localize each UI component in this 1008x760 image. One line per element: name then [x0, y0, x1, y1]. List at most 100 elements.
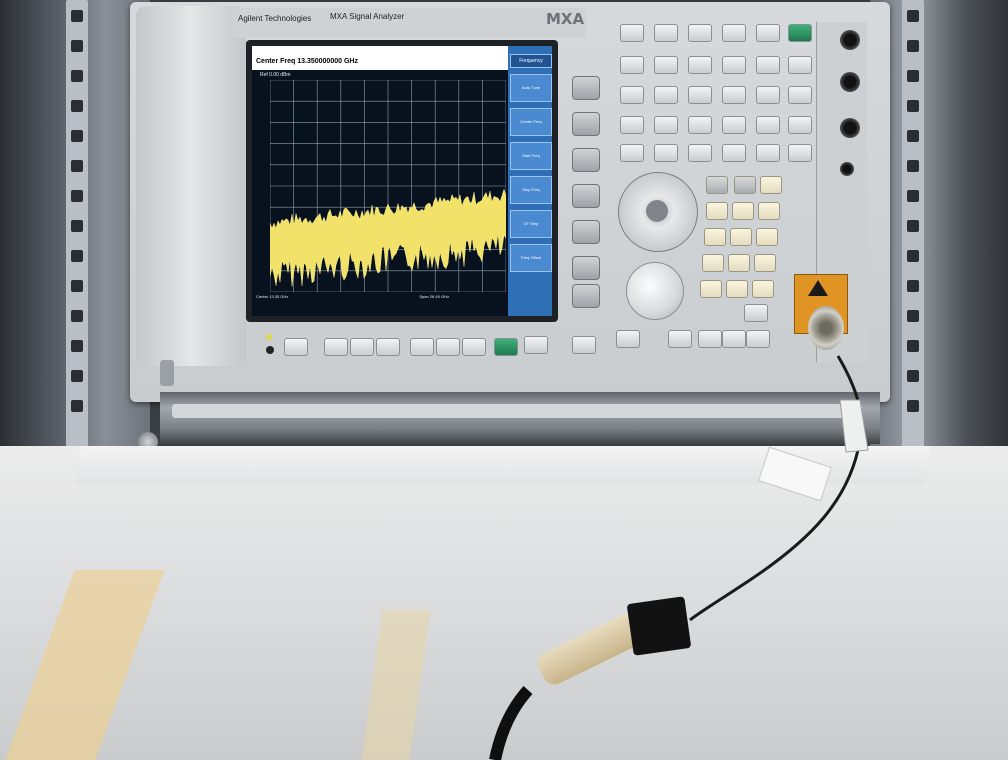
- rack-frame-right: [870, 0, 1008, 470]
- hardkey-14[interactable]: [688, 86, 712, 104]
- usb-port[interactable]: [160, 360, 174, 386]
- lower-key-3[interactable]: [698, 330, 722, 348]
- port-jack-1[interactable]: [840, 30, 860, 50]
- hardkey-green[interactable]: [788, 24, 812, 42]
- rf-input-connector[interactable]: [808, 306, 844, 350]
- side-softkey-1[interactable]: [572, 76, 600, 100]
- bottom-key-2[interactable]: [324, 338, 348, 356]
- hardkey-16[interactable]: [756, 86, 780, 104]
- analyzer-display: Center Freq 13.350000000 GHz Ref 0.00 dB…: [252, 46, 552, 316]
- side-softkey-6[interactable]: [572, 256, 600, 280]
- port-jack-2[interactable]: [840, 72, 860, 92]
- hardkey-19[interactable]: [654, 116, 678, 134]
- softkey-menu: Frequency Auto Tune Center Freq Start Fr…: [508, 46, 552, 316]
- keypad-minus[interactable]: [752, 280, 774, 298]
- display-header: Center Freq 13.350000000 GHz: [252, 46, 552, 70]
- green-key[interactable]: [494, 338, 518, 356]
- port-jack-3[interactable]: [840, 118, 860, 138]
- hardkey-1[interactable]: [620, 24, 644, 42]
- bottom-key-9[interactable]: [572, 336, 596, 354]
- lower-key-5[interactable]: [746, 330, 770, 348]
- hardkey-13[interactable]: [654, 86, 678, 104]
- lower-key-1[interactable]: [616, 330, 640, 348]
- hardkey-25[interactable]: [654, 144, 678, 162]
- standby-button[interactable]: [266, 346, 274, 354]
- keypad-3[interactable]: [754, 254, 776, 272]
- side-softkey-3[interactable]: [572, 148, 600, 172]
- side-softkey-5[interactable]: [572, 220, 600, 244]
- hardkey-10[interactable]: [756, 56, 780, 74]
- hardkey-27[interactable]: [722, 144, 746, 162]
- hardkey-15[interactable]: [722, 86, 746, 104]
- power-led: [266, 334, 272, 340]
- hardkey-12[interactable]: [620, 86, 644, 104]
- keypad-4[interactable]: [704, 228, 726, 246]
- mxa-logo: MXA: [546, 10, 585, 28]
- menu-title: Frequency: [510, 54, 552, 68]
- softkey-auto-tune[interactable]: Auto Tune: [510, 74, 552, 102]
- lower-key-4[interactable]: [722, 330, 746, 348]
- softkey-center-freq[interactable]: Center Freq: [510, 108, 552, 136]
- hardkey-2[interactable]: [654, 24, 678, 42]
- hardkey-5[interactable]: [756, 24, 780, 42]
- headphone-jack[interactable]: [840, 162, 854, 176]
- side-softkey-2[interactable]: [572, 112, 600, 136]
- sensor-module: [626, 596, 692, 656]
- center-freq-banner: Center Freq 13.350000000 GHz: [256, 58, 358, 65]
- hardkey-3[interactable]: [688, 24, 712, 42]
- side-softkey-7[interactable]: [572, 284, 600, 308]
- brand-strip: [232, 8, 586, 38]
- select-button[interactable]: [646, 200, 668, 222]
- bottom-key-7[interactable]: [462, 338, 486, 356]
- enter-key[interactable]: [744, 304, 768, 322]
- spectrum-plot: [270, 80, 506, 292]
- side-softkey-4[interactable]: [572, 184, 600, 208]
- keypad-8[interactable]: [732, 202, 754, 220]
- bottom-key-5[interactable]: [410, 338, 434, 356]
- keypad-9[interactable]: [758, 202, 780, 220]
- hardkey-17[interactable]: [788, 86, 812, 104]
- hardkey-21[interactable]: [722, 116, 746, 134]
- footer-center: Center 13.35 GHz: [256, 294, 289, 299]
- rotary-knob[interactable]: [626, 262, 684, 320]
- bottom-key-1[interactable]: [284, 338, 308, 356]
- hardkey-11[interactable]: [788, 56, 812, 74]
- hardkey-26[interactable]: [688, 144, 712, 162]
- hardkey-20[interactable]: [688, 116, 712, 134]
- hardkey-18[interactable]: [620, 116, 644, 134]
- bottom-key-3[interactable]: [350, 338, 374, 356]
- softkey-start-freq[interactable]: Start Freq: [510, 142, 552, 170]
- hardkey-8[interactable]: [688, 56, 712, 74]
- keypad-0[interactable]: [700, 280, 722, 298]
- keypad-5[interactable]: [730, 228, 752, 246]
- hardkey-9[interactable]: [722, 56, 746, 74]
- keypad-6[interactable]: [756, 228, 778, 246]
- keypad-top-3[interactable]: [760, 176, 782, 194]
- keypad-7[interactable]: [706, 202, 728, 220]
- bottom-key-4[interactable]: [376, 338, 400, 356]
- softkey-cf-step[interactable]: CF Step: [510, 210, 552, 238]
- hardkey-6[interactable]: [620, 56, 644, 74]
- front-handle: [136, 6, 246, 366]
- hardkey-29[interactable]: [788, 144, 812, 162]
- keypad-1[interactable]: [702, 254, 724, 272]
- keypad-2[interactable]: [728, 254, 750, 272]
- softkey-freq-offset[interactable]: Freq Offset: [510, 244, 552, 272]
- warning-triangle-icon: [808, 280, 828, 296]
- hardkey-4[interactable]: [722, 24, 746, 42]
- bottom-key-6[interactable]: [436, 338, 460, 356]
- hardkey-23[interactable]: [788, 116, 812, 134]
- brand-name: Agilent Technologies: [238, 14, 312, 23]
- hardkey-7[interactable]: [654, 56, 678, 74]
- hardkey-28[interactable]: [756, 144, 780, 162]
- keypad-dot[interactable]: [726, 280, 748, 298]
- softkey-stop-freq[interactable]: Stop Freq: [510, 176, 552, 204]
- lower-key-2[interactable]: [668, 330, 692, 348]
- drawer-slot: [172, 404, 862, 418]
- hardkey-22[interactable]: [756, 116, 780, 134]
- keypad-top-2[interactable]: [734, 176, 756, 194]
- bottom-key-8[interactable]: [524, 336, 548, 354]
- hardkey-24[interactable]: [620, 144, 644, 162]
- rack-rail-left: [66, 0, 88, 460]
- keypad-top-1[interactable]: [706, 176, 728, 194]
